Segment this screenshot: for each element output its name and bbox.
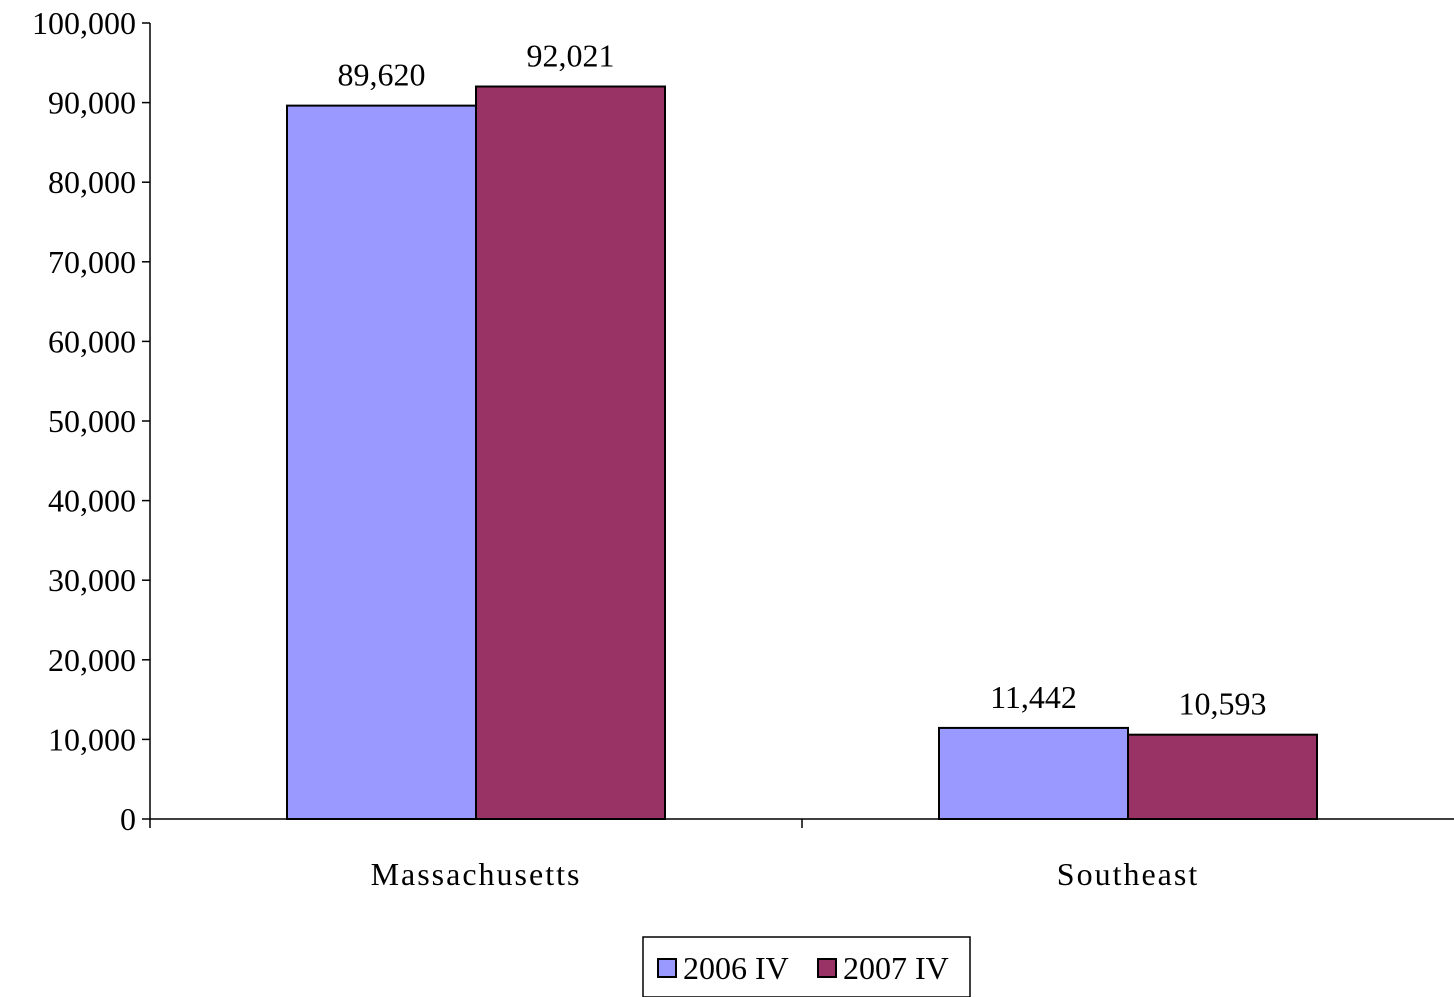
- y-tick-label: 0: [120, 801, 136, 837]
- y-tick-label: 40,000: [48, 483, 136, 519]
- y-tick-label: 60,000: [48, 323, 136, 359]
- data-label: 10,593: [1179, 686, 1267, 722]
- y-tick-label: 50,000: [48, 403, 136, 439]
- category-label-southeast: Southeast: [1057, 856, 1199, 892]
- y-tick-label: 90,000: [48, 85, 136, 121]
- legend-label: 2007 IV: [843, 950, 949, 986]
- y-tick-label: 20,000: [48, 642, 136, 678]
- y-tick-label: 70,000: [48, 244, 136, 280]
- y-tick-label: 30,000: [48, 562, 136, 598]
- y-tick-label: 100,000: [32, 5, 136, 41]
- data-label: 89,620: [338, 57, 426, 93]
- y-tick-label: 80,000: [48, 164, 136, 200]
- legend-label: 2006 IV: [683, 950, 789, 986]
- bar-2006-iv-massachusetts: [286, 104, 477, 820]
- bar-2007-iv-massachusetts: [475, 85, 666, 821]
- legend-swatch: [657, 958, 677, 978]
- bar-2007-iv-southeast: [1127, 733, 1318, 821]
- plot-area: 0 10,000 20,000 30,000 40,000 50,000 60,000 70,…: [32, 5, 1454, 892]
- legend-swatch: [817, 958, 837, 978]
- data-label: 11,442: [990, 679, 1077, 715]
- legend: 2006 IV 2007 IV: [642, 936, 971, 997]
- data-label: 92,021: [527, 38, 615, 74]
- y-tick-label: 10,000: [48, 721, 136, 757]
- bar-2006-iv-southeast: [938, 726, 1129, 821]
- legend-box: [642, 936, 971, 997]
- category-label-massachusetts: Massachusetts: [371, 856, 582, 892]
